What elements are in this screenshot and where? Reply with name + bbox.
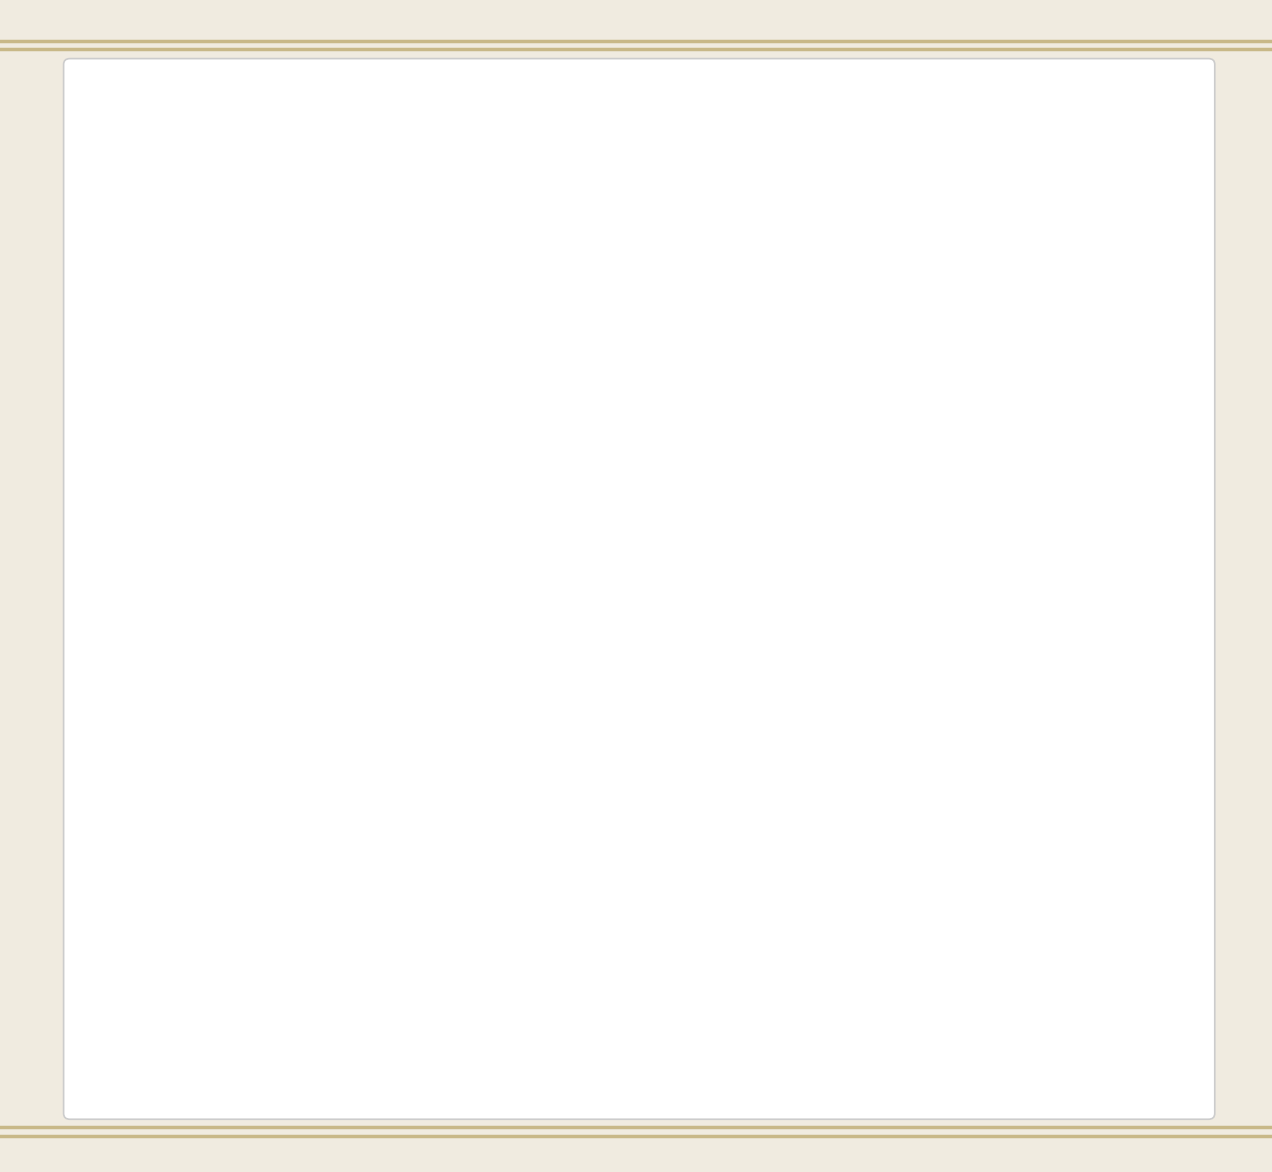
Text: LRAS: LRAS: [523, 151, 567, 170]
X-axis label: OUTPUT (Billions of dollars): OUTPUT (Billions of dollars): [402, 1056, 628, 1074]
Text: AS: AS: [725, 295, 749, 313]
Text: AD: AD: [1030, 387, 1056, 404]
Text: AD: AD: [619, 802, 646, 819]
Text: AS: AS: [1032, 563, 1054, 580]
Circle shape: [1079, 74, 1154, 143]
Y-axis label: PRICE LEVEL: PRICE LEVEL: [94, 545, 113, 650]
Text: ?: ?: [1108, 95, 1124, 122]
Text: LRAS: LRAS: [1021, 750, 1065, 768]
